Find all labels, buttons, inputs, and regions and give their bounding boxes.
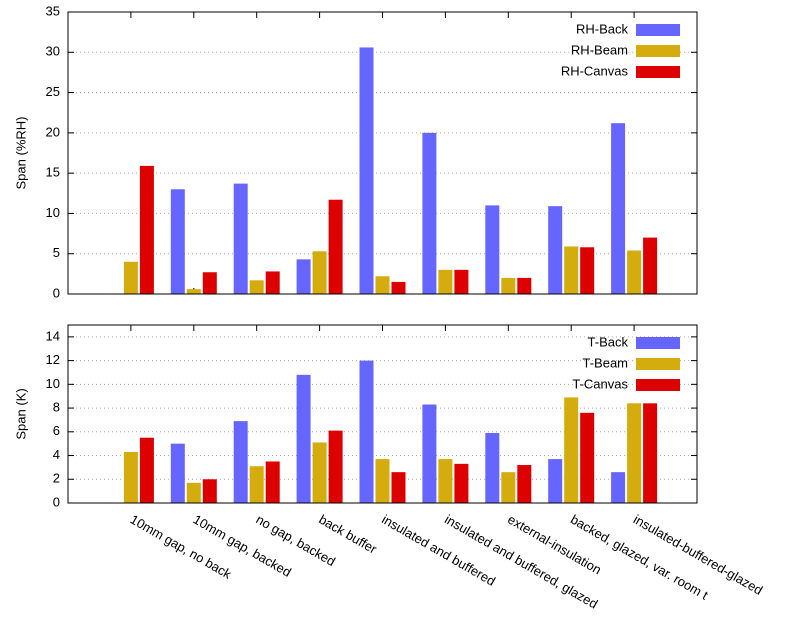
bar — [517, 277, 532, 294]
bar — [328, 199, 343, 294]
bar — [328, 430, 343, 503]
bar — [359, 47, 374, 294]
bar — [249, 466, 264, 503]
bar — [564, 246, 579, 294]
y-tick-label: 8 — [53, 400, 60, 415]
bar — [438, 459, 453, 503]
bar — [123, 451, 138, 503]
legend-label: T-Canvas — [572, 376, 628, 391]
bar — [312, 251, 327, 294]
bar — [611, 123, 626, 294]
legend-label: T-Back — [588, 334, 629, 349]
bar — [501, 277, 516, 294]
bar — [139, 437, 154, 503]
bar — [643, 237, 658, 294]
bar — [375, 459, 390, 503]
y-tick-label: 5 — [53, 245, 60, 260]
y-tick-label: 25 — [46, 84, 60, 99]
legend-label: RH-Back — [576, 21, 629, 36]
bar — [249, 280, 264, 294]
legend-swatch — [636, 24, 680, 36]
y-axis-label: Span (%RH) — [13, 117, 28, 190]
y-tick-label: 20 — [46, 124, 60, 139]
legend-swatch — [636, 379, 680, 391]
y-tick-label: 14 — [46, 328, 60, 343]
legend-label: T-Beam — [582, 355, 628, 370]
x-tick-label: insulated and buffered — [379, 512, 498, 589]
y-tick-label: 10 — [46, 205, 60, 220]
y-tick-label: 0 — [53, 494, 60, 509]
plot-frame — [67, 324, 698, 504]
y-tick-label: 0 — [53, 285, 60, 300]
bar — [454, 463, 469, 503]
y-tick-label: 4 — [53, 447, 60, 462]
plot-frame — [67, 11, 698, 295]
legend-swatch — [636, 337, 680, 349]
bar — [517, 465, 532, 503]
bar — [611, 472, 626, 503]
bar — [375, 276, 390, 294]
bar — [564, 397, 579, 503]
bar — [170, 189, 185, 294]
bar — [202, 272, 217, 294]
bar — [296, 374, 311, 503]
y-tick-label: 6 — [53, 423, 60, 438]
bar — [186, 482, 201, 503]
bar — [580, 247, 595, 294]
bar — [312, 442, 327, 503]
bar — [627, 250, 642, 294]
y-tick-label: 2 — [53, 471, 60, 486]
legend-swatch — [636, 66, 680, 78]
bar — [265, 271, 280, 294]
bar — [123, 261, 138, 294]
x-tick-label: 10mm gap, no back — [128, 512, 235, 582]
bar — [233, 183, 248, 294]
bar — [438, 269, 453, 294]
bar — [548, 206, 563, 294]
bar — [296, 259, 311, 294]
bar — [139, 165, 154, 294]
bar — [580, 412, 595, 503]
bar — [186, 289, 201, 294]
y-tick-label: 12 — [46, 352, 60, 367]
legend-label: RH-Canvas — [561, 63, 629, 78]
y-tick-label: 15 — [46, 165, 60, 180]
bar — [391, 472, 406, 503]
bar — [359, 360, 374, 503]
bar — [643, 403, 658, 503]
bar — [454, 269, 469, 294]
bar — [548, 459, 563, 503]
bar — [501, 472, 516, 503]
bar — [265, 461, 280, 503]
bar — [170, 443, 185, 503]
y-tick-label: 10 — [46, 376, 60, 391]
bar — [422, 404, 437, 503]
bar — [485, 432, 500, 503]
legend-swatch — [636, 45, 680, 57]
bar — [202, 479, 217, 503]
y-axis-label: Span (K) — [13, 388, 28, 439]
bar — [233, 421, 248, 503]
bar — [485, 205, 500, 294]
bar — [627, 403, 642, 503]
legend-label: RH-Beam — [571, 42, 628, 57]
bar — [391, 281, 406, 294]
y-tick-label: 35 — [46, 3, 60, 18]
bar — [422, 132, 437, 294]
legend-swatch — [636, 358, 680, 370]
y-tick-label: 30 — [46, 44, 60, 59]
